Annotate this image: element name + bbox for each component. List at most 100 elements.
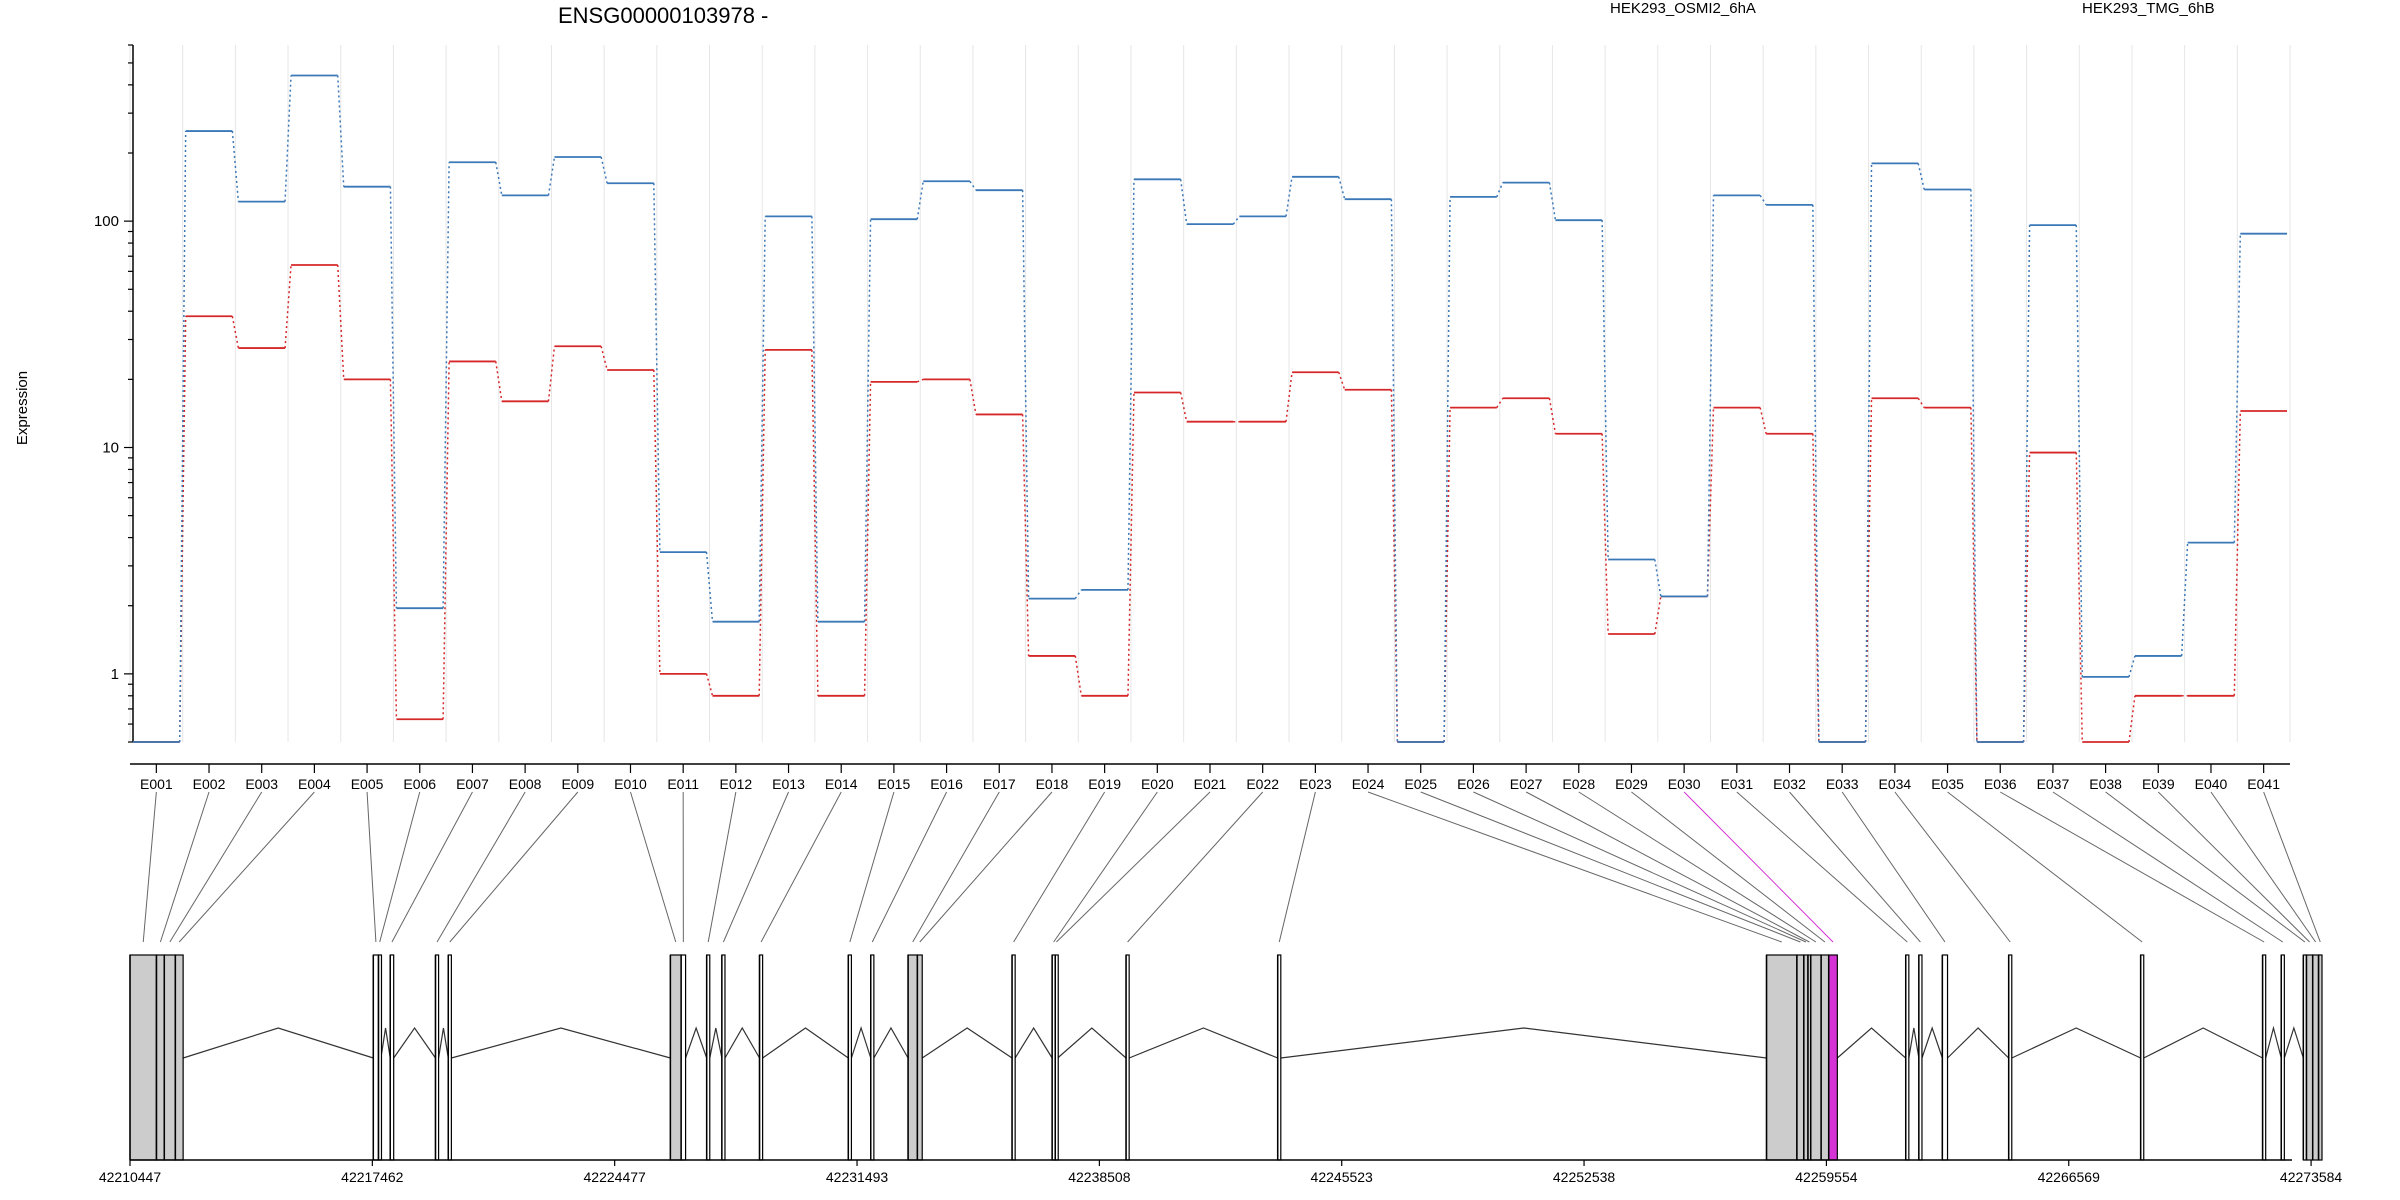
intron-line [709,1027,723,1059]
exon-label: E006 [403,776,436,792]
exon-label: E038 [2089,776,2122,792]
exon-label: E023 [1299,776,1332,792]
coordinate-label: 42238508 [1068,1169,1131,1185]
series-connector [1127,179,1135,590]
exon-box [1796,954,1805,1161]
exon-label: E008 [509,776,542,792]
intron-line [1947,1027,2010,1059]
intron-line [2283,1026,2304,1059]
exon-box [669,954,682,1161]
series-connector [1548,398,1557,434]
exon-label: E013 [772,776,805,792]
exon-connector [169,791,263,943]
intron-line [1057,1027,1127,1059]
series-2 [133,74,2287,743]
exon-label: E012 [720,776,753,792]
series-1 [133,264,2287,743]
exon-box [2305,954,2314,1161]
y-axis-title: Expression [14,371,31,445]
series-connector [336,264,345,380]
series-connector [653,369,661,674]
coordinate-label: 42224477 [584,1169,647,1185]
exon-connector [849,791,895,943]
exon-connector [1736,791,1908,943]
series-connector [2128,655,2136,678]
exon-label: E025 [1404,776,1437,792]
intron-line [850,1026,872,1059]
exon-box [1765,954,1798,1161]
series-connector [547,346,556,402]
series-connector [916,181,924,220]
coordinate-label: 42210447 [99,1169,162,1185]
exon-label: E001 [140,776,173,792]
exon-label: E037 [2037,776,2070,792]
genomic-coordinate-axis: 42210447 42217462 42224477 42231493 42238508… [99,1159,2342,1185]
series-connector [1232,215,1240,225]
series-connector [1759,194,1767,206]
exon-label: E005 [351,776,384,792]
intron-line [1128,1027,1278,1059]
exon-box [174,954,184,1161]
coordinate-label: 42231493 [826,1169,889,1185]
series-connector [2075,225,2084,677]
series-connector [1601,220,1609,560]
series-connector [2180,542,2189,656]
series-connector [653,183,661,553]
exon-label: E034 [1879,776,1912,792]
exon-box [1820,954,1830,1161]
series-connector [336,75,345,187]
exon-connector [1473,791,1807,943]
exon-connector [1947,791,2143,943]
exon-connector [178,791,315,943]
exon-connector [912,791,1000,943]
y-tick-label: 1 [111,666,119,683]
legend-entry-tmg: HEK293_TMG_6hB [2082,0,2215,17]
intron-line [873,1026,909,1059]
exon-label: E031 [1720,776,1753,792]
legend-entry-osmi2: HEK293_OSMI2_6hA [1610,0,1756,17]
exon-label: E032 [1773,776,1806,792]
series-connector [284,264,292,349]
intron-line [1921,1026,1943,1059]
series-connector [1496,397,1504,409]
series-connector [231,131,240,202]
exon-connector [1127,791,1264,943]
exon-connector [391,791,473,943]
exon-connector [2052,791,2284,943]
exon-label: E041 [2247,776,2280,792]
exon-box [907,954,918,1161]
exon-label: E004 [298,776,331,792]
exon-connector [707,791,737,943]
series-connector [1654,559,1662,597]
exon-connector [1578,791,1817,943]
exon-label: E010 [614,776,647,792]
series-connector [1285,176,1293,217]
exon-box [1828,954,1838,1161]
exon-label: E017 [983,776,1016,792]
exon-connector [1894,791,2011,943]
intron-line [1280,1027,1767,1059]
coordinate-label: 42259554 [1795,1169,1858,1185]
exon-box [372,954,380,1161]
intron-line [451,1027,671,1059]
y-tick-label: 10 [102,440,119,457]
exon-label: E003 [245,776,278,792]
series-connector [1337,176,1346,200]
intron-line [438,1027,449,1059]
exon-label-axis: E001 E002 E003 E004 E005 E006 E007 E008 E009 E010… [130,763,2290,792]
series-connector [1654,596,1662,635]
exon-label: E039 [2142,776,2175,792]
series-connector [284,75,292,202]
exon-box [1941,954,1949,1161]
exon-label: E020 [1141,776,1174,792]
coordinate-label: 42217462 [341,1169,404,1185]
exon-label: E009 [561,776,594,792]
series-connector [1390,199,1399,743]
series-connector [1074,655,1083,696]
series-connector [2022,452,2031,743]
grid-lines [129,45,2291,742]
exon-label: E007 [456,776,489,792]
series-connector [1864,398,1873,743]
intron-line [2265,1025,2282,1059]
